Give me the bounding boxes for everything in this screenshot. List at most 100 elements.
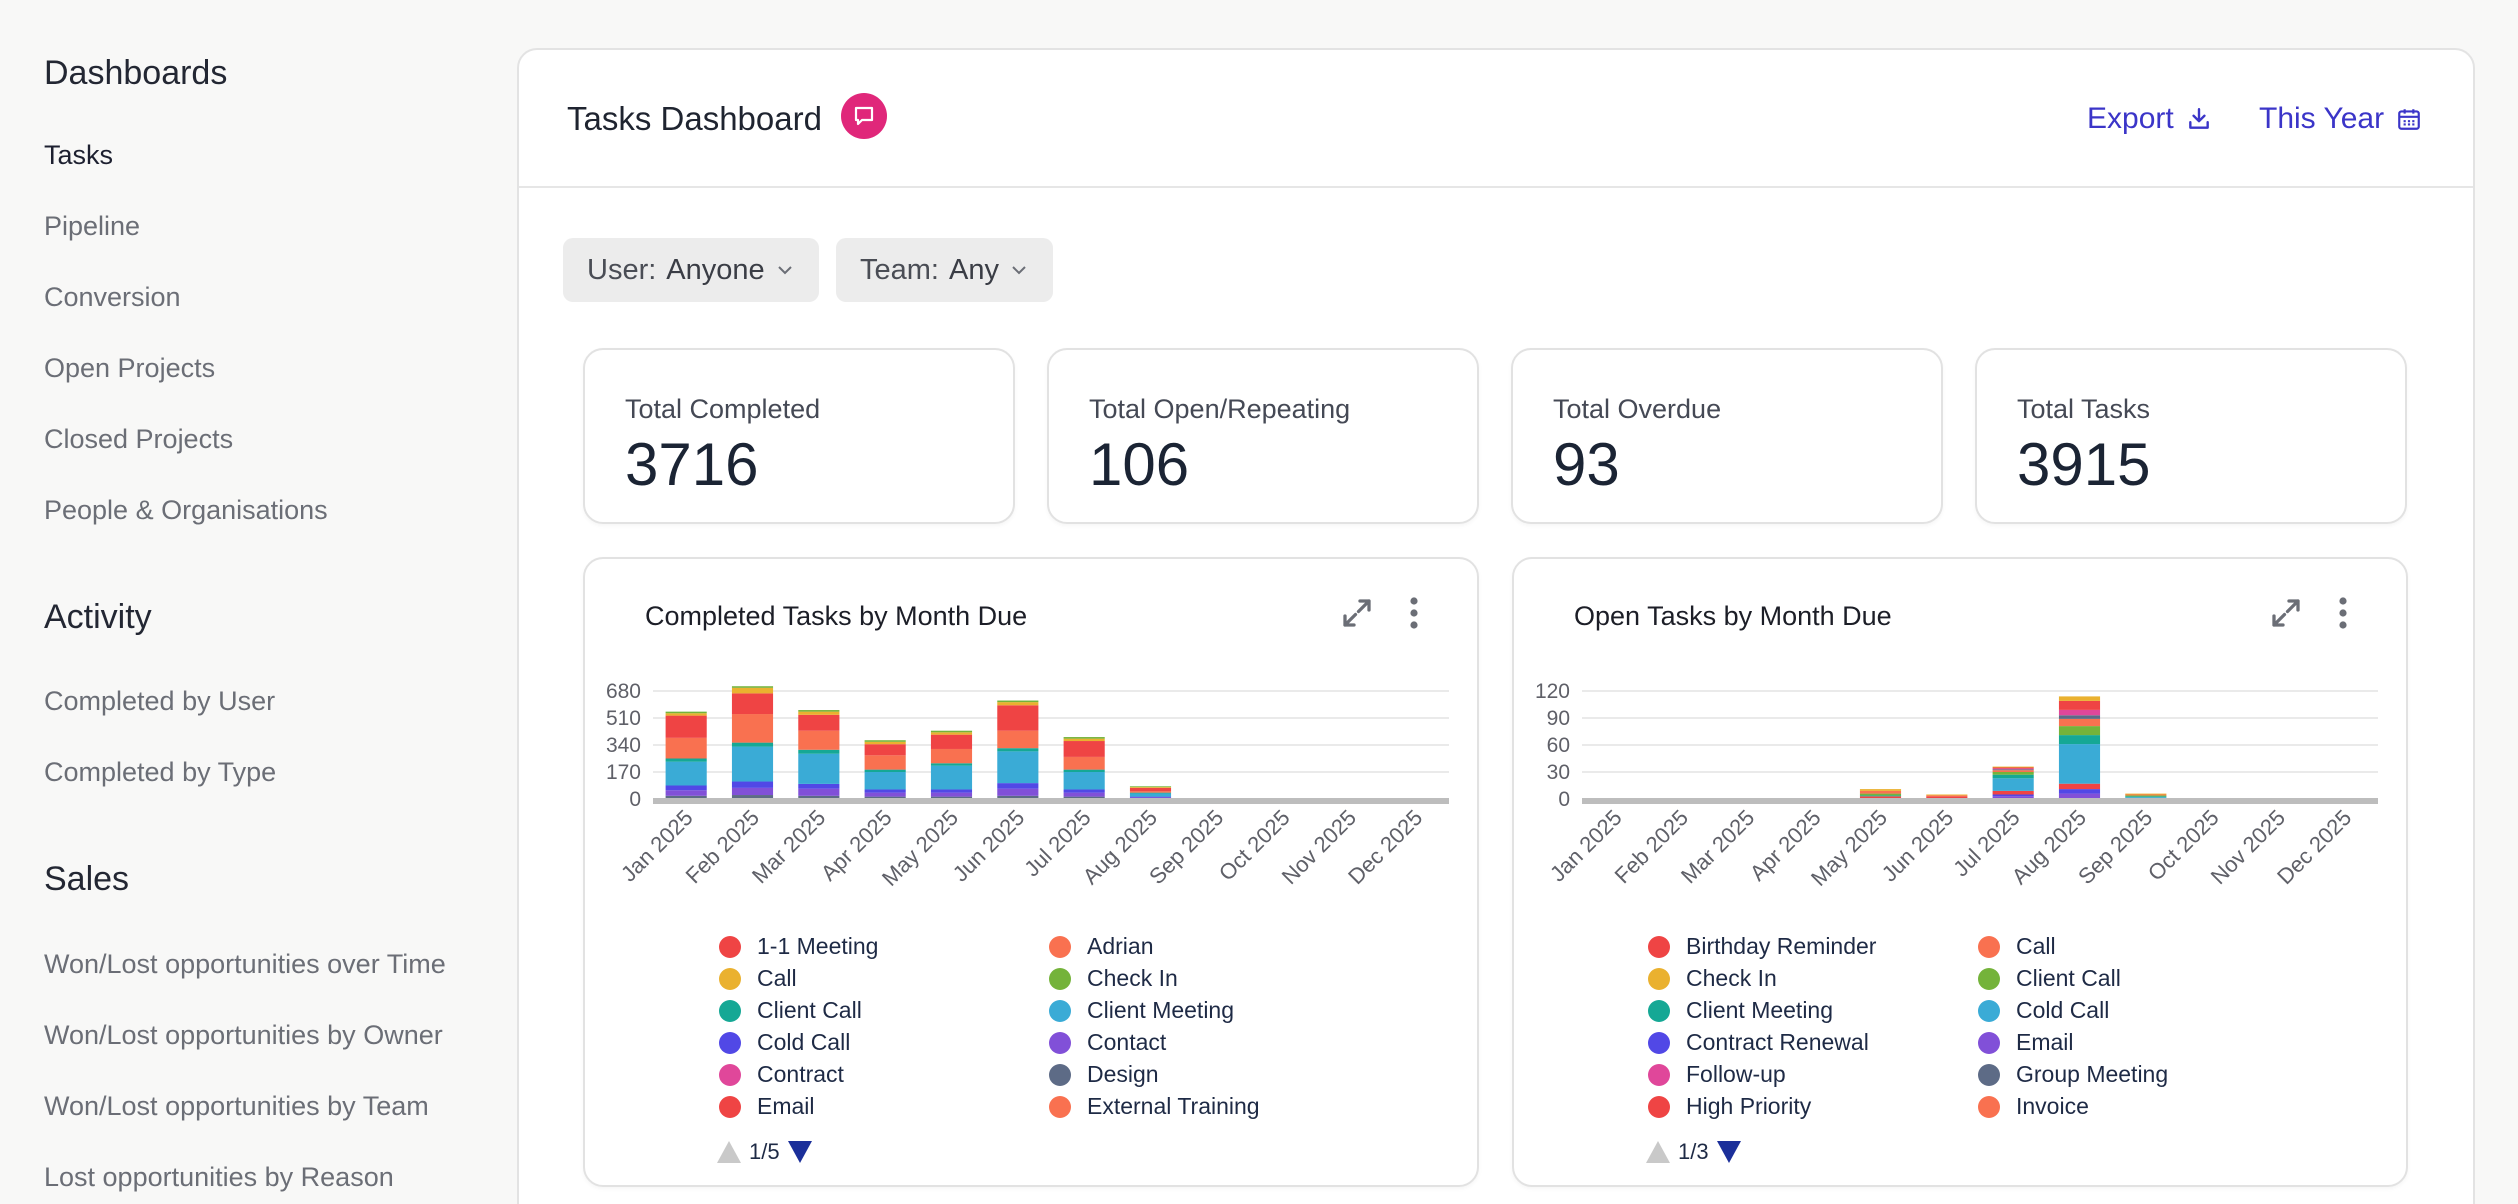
legend-item[interactable]: Follow-up: [1648, 1061, 1786, 1088]
bar-segment[interactable]: [997, 705, 1039, 731]
bar-segment[interactable]: [1129, 797, 1172, 799]
bar-segment[interactable]: [798, 788, 840, 796]
bar-segment[interactable]: [864, 772, 906, 790]
sidebar-item-open-projects[interactable]: Open Projects: [44, 353, 216, 383]
sidebar-item-lost-by-reason[interactable]: Lost opportunities by Reason: [44, 1162, 394, 1192]
bar-segment[interactable]: [1992, 790, 2034, 795]
team-filter-dropdown[interactable]: Team: Any: [836, 238, 1053, 302]
legend-item[interactable]: Check In: [1049, 965, 1178, 992]
legend-item[interactable]: Contact: [1049, 1029, 1166, 1056]
bar-segment[interactable]: [1063, 756, 1105, 770]
sidebar-item-completed-by-type[interactable]: Completed by Type: [44, 757, 277, 787]
bar-segment[interactable]: [864, 789, 906, 793]
bar-segment[interactable]: [997, 795, 1039, 799]
legend-item[interactable]: Email: [719, 1093, 815, 1120]
sidebar-item-won-lost-over-time[interactable]: Won/Lost opportunities over Time: [44, 949, 446, 979]
bar-segment[interactable]: [1859, 790, 1902, 794]
bar-segment[interactable]: [798, 795, 840, 799]
legend-item[interactable]: Cold Call: [1978, 997, 2109, 1024]
more-options-icon[interactable]: [2336, 595, 2350, 631]
bar-segment[interactable]: [2058, 696, 2101, 701]
legend-item[interactable]: Invoice: [1978, 1093, 2089, 1120]
sidebar-item-completed-by-user[interactable]: Completed by User: [44, 686, 276, 716]
legend-item[interactable]: Adrian: [1049, 933, 1153, 960]
bar-segment[interactable]: [930, 796, 973, 799]
legend-prev-page-icon[interactable]: [1646, 1141, 1670, 1163]
bar-segment[interactable]: [665, 711, 707, 714]
legend-item[interactable]: Client Call: [1978, 965, 2121, 992]
bar-segment[interactable]: [930, 730, 973, 733]
bar-segment[interactable]: [930, 734, 973, 749]
bar-segment[interactable]: [731, 787, 774, 796]
bar-segment[interactable]: [864, 755, 906, 770]
bar-segment[interactable]: [731, 686, 774, 688]
bar-segment[interactable]: [997, 700, 1039, 703]
bar-segment[interactable]: [997, 783, 1039, 789]
bar-segment[interactable]: [798, 730, 840, 750]
bar-segment[interactable]: [1992, 766, 2034, 768]
bar-segment[interactable]: [731, 693, 774, 715]
bar-segment[interactable]: [1063, 772, 1105, 790]
bar-segment[interactable]: [2058, 715, 2101, 719]
bar-segment[interactable]: [1992, 774, 2034, 779]
sidebar-item-won-lost-by-team[interactable]: Won/Lost opportunities by Team: [44, 1091, 429, 1121]
bar-segment[interactable]: [2058, 793, 2101, 799]
bar-segment[interactable]: [1859, 793, 1902, 796]
bar-segment[interactable]: [864, 796, 906, 799]
bar-segment[interactable]: [1992, 768, 2034, 770]
bar-segment[interactable]: [997, 730, 1039, 749]
legend-item[interactable]: Cold Call: [719, 1029, 850, 1056]
bar-segment[interactable]: [930, 789, 973, 793]
bar-segment[interactable]: [798, 710, 840, 712]
bar-segment[interactable]: [1859, 795, 1902, 797]
bar-segment[interactable]: [930, 763, 973, 766]
bar-segment[interactable]: [798, 711, 840, 715]
more-options-icon[interactable]: [1407, 595, 1421, 631]
bar-segment[interactable]: [2058, 789, 2101, 794]
bar-segment[interactable]: [1129, 793, 1172, 797]
legend-item[interactable]: Call: [719, 965, 797, 992]
legend-item[interactable]: Contract: [719, 1061, 844, 1088]
expand-icon[interactable]: [1339, 595, 1375, 631]
legend-item[interactable]: External Training: [1049, 1093, 1260, 1120]
bar-segment[interactable]: [864, 769, 906, 772]
export-button[interactable]: Export: [2087, 102, 2212, 136]
bar-segment[interactable]: [997, 751, 1039, 784]
legend-item[interactable]: Birthday Reminder: [1648, 933, 1876, 960]
bar-segment[interactable]: [1859, 796, 1902, 799]
legend-item[interactable]: Check In: [1648, 965, 1777, 992]
bar-segment[interactable]: [731, 714, 774, 743]
legend-item[interactable]: Call: [1978, 933, 2056, 960]
bar-segment[interactable]: [1992, 769, 2034, 771]
legend-next-page-icon[interactable]: [1716, 1141, 1741, 1163]
bar-segment[interactable]: [731, 781, 774, 788]
bar-segment[interactable]: [1992, 778, 2034, 791]
bar-segment[interactable]: [798, 714, 840, 731]
bar-segment[interactable]: [1926, 794, 1968, 796]
chat-icon[interactable]: [841, 93, 887, 139]
bar-segment[interactable]: [2058, 735, 2101, 745]
bar-segment[interactable]: [1063, 769, 1105, 772]
bar-segment[interactable]: [1992, 794, 2034, 797]
bar-segment[interactable]: [731, 742, 774, 747]
bar-segment[interactable]: [665, 715, 707, 738]
bar-segment[interactable]: [2058, 726, 2101, 736]
bar-segment[interactable]: [1926, 795, 1968, 797]
bar-segment[interactable]: [1063, 792, 1105, 797]
bar-segment[interactable]: [798, 783, 840, 789]
bar-segment[interactable]: [2058, 709, 2101, 716]
legend-item[interactable]: Client Meeting: [1049, 997, 1234, 1024]
legend-item[interactable]: Email: [1978, 1029, 2074, 1056]
sidebar-item-conversion[interactable]: Conversion: [44, 282, 181, 312]
bar-segment[interactable]: [930, 732, 973, 735]
bar-segment[interactable]: [798, 749, 840, 754]
legend-item[interactable]: Contract Renewal: [1648, 1029, 1869, 1056]
bar-segment[interactable]: [997, 788, 1039, 796]
bar-segment[interactable]: [2058, 744, 2101, 784]
bar-segment[interactable]: [1992, 796, 2034, 799]
bar-segment[interactable]: [1992, 770, 2034, 772]
bar-segment[interactable]: [1129, 787, 1172, 788]
legend-prev-page-icon[interactable]: [717, 1141, 741, 1163]
bar-segment[interactable]: [2058, 700, 2101, 710]
bar-segment[interactable]: [1926, 796, 1968, 799]
